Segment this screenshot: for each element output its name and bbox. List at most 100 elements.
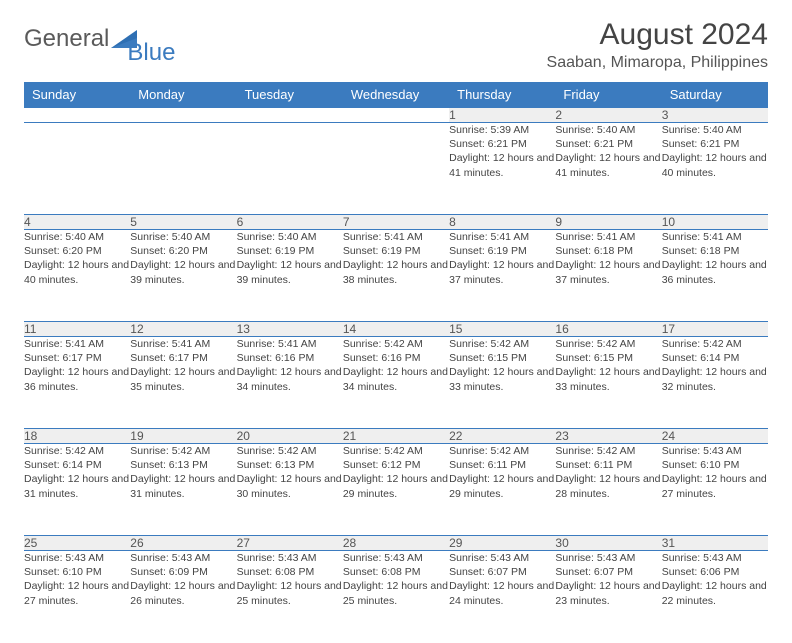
day-detail-cell: Sunrise: 5:40 AMSunset: 6:19 PMDaylight:… xyxy=(237,230,343,322)
daylight-text: Daylight: 12 hours and 32 minutes. xyxy=(662,365,768,393)
daylight-text: Daylight: 12 hours and 34 minutes. xyxy=(237,365,343,393)
sunset-text: Sunset: 6:13 PM xyxy=(237,458,343,472)
sunset-text: Sunset: 6:18 PM xyxy=(662,244,768,258)
daylight-text: Daylight: 12 hours and 24 minutes. xyxy=(449,579,555,607)
daylight-text: Daylight: 12 hours and 25 minutes. xyxy=(343,579,449,607)
sunset-text: Sunset: 6:19 PM xyxy=(343,244,449,258)
day-detail-cell: Sunrise: 5:42 AMSunset: 6:11 PMDaylight:… xyxy=(449,444,555,536)
daylight-text: Daylight: 12 hours and 35 minutes. xyxy=(130,365,236,393)
daylight-text: Daylight: 12 hours and 27 minutes. xyxy=(24,579,130,607)
sunrise-text: Sunrise: 5:42 AM xyxy=(449,444,555,458)
day-detail-cell: Sunrise: 5:42 AMSunset: 6:15 PMDaylight:… xyxy=(555,337,661,429)
sunrise-text: Sunrise: 5:39 AM xyxy=(449,123,555,137)
day-number-cell: 8 xyxy=(449,215,555,230)
sunrise-text: Sunrise: 5:43 AM xyxy=(449,551,555,565)
day-number-row: 45678910 xyxy=(24,215,768,230)
daylight-text: Daylight: 12 hours and 37 minutes. xyxy=(555,258,661,286)
daylight-text: Daylight: 12 hours and 38 minutes. xyxy=(343,258,449,286)
day-number-cell: 26 xyxy=(130,536,236,551)
sunset-text: Sunset: 6:14 PM xyxy=(662,351,768,365)
daylight-text: Daylight: 12 hours and 25 minutes. xyxy=(237,579,343,607)
sunrise-text: Sunrise: 5:40 AM xyxy=(237,230,343,244)
day-detail-cell: Sunrise: 5:43 AMSunset: 6:07 PMDaylight:… xyxy=(555,551,661,643)
sunrise-text: Sunrise: 5:42 AM xyxy=(449,337,555,351)
sunrise-text: Sunrise: 5:43 AM xyxy=(662,444,768,458)
calendar-table: SundayMondayTuesdayWednesdayThursdayFrid… xyxy=(24,82,768,643)
weekday-header: Thursday xyxy=(449,82,555,108)
sunset-text: Sunset: 6:21 PM xyxy=(662,137,768,151)
sunrise-text: Sunrise: 5:42 AM xyxy=(343,444,449,458)
day-detail-cell: Sunrise: 5:43 AMSunset: 6:10 PMDaylight:… xyxy=(24,551,130,643)
weekday-header: Sunday xyxy=(24,82,130,108)
sunrise-text: Sunrise: 5:42 AM xyxy=(24,444,130,458)
day-detail-cell: Sunrise: 5:42 AMSunset: 6:13 PMDaylight:… xyxy=(237,444,343,536)
day-detail-cell: Sunrise: 5:40 AMSunset: 6:20 PMDaylight:… xyxy=(24,230,130,322)
day-number-cell: 23 xyxy=(555,429,661,444)
day-detail-cell: Sunrise: 5:42 AMSunset: 6:16 PMDaylight:… xyxy=(343,337,449,429)
sunset-text: Sunset: 6:10 PM xyxy=(24,565,130,579)
title-block: August 2024 Saaban, Mimaropa, Philippine… xyxy=(547,18,768,72)
day-detail-cell xyxy=(24,123,130,215)
daylight-text: Daylight: 12 hours and 37 minutes. xyxy=(449,258,555,286)
day-number-cell: 22 xyxy=(449,429,555,444)
day-detail-cell: Sunrise: 5:43 AMSunset: 6:06 PMDaylight:… xyxy=(662,551,768,643)
day-number-cell xyxy=(237,108,343,123)
day-number-cell: 12 xyxy=(130,322,236,337)
day-detail-cell: Sunrise: 5:41 AMSunset: 6:19 PMDaylight:… xyxy=(449,230,555,322)
sunset-text: Sunset: 6:07 PM xyxy=(449,565,555,579)
day-number-cell: 2 xyxy=(555,108,661,123)
day-number-cell: 29 xyxy=(449,536,555,551)
day-number-row: 11121314151617 xyxy=(24,322,768,337)
day-detail-cell: Sunrise: 5:43 AMSunset: 6:08 PMDaylight:… xyxy=(237,551,343,643)
daylight-text: Daylight: 12 hours and 33 minutes. xyxy=(555,365,661,393)
sunset-text: Sunset: 6:06 PM xyxy=(662,565,768,579)
sunrise-text: Sunrise: 5:43 AM xyxy=(237,551,343,565)
day-detail-cell: Sunrise: 5:43 AMSunset: 6:07 PMDaylight:… xyxy=(449,551,555,643)
sunset-text: Sunset: 6:21 PM xyxy=(555,137,661,151)
day-detail-cell: Sunrise: 5:42 AMSunset: 6:13 PMDaylight:… xyxy=(130,444,236,536)
day-number-row: 18192021222324 xyxy=(24,429,768,444)
day-number-cell: 4 xyxy=(24,215,130,230)
day-number-cell: 9 xyxy=(555,215,661,230)
day-detail-cell: Sunrise: 5:43 AMSunset: 6:08 PMDaylight:… xyxy=(343,551,449,643)
sunrise-text: Sunrise: 5:43 AM xyxy=(555,551,661,565)
sunset-text: Sunset: 6:10 PM xyxy=(662,458,768,472)
day-detail-cell: Sunrise: 5:40 AMSunset: 6:21 PMDaylight:… xyxy=(662,123,768,215)
day-number-cell: 27 xyxy=(237,536,343,551)
sunset-text: Sunset: 6:17 PM xyxy=(24,351,130,365)
daylight-text: Daylight: 12 hours and 39 minutes. xyxy=(237,258,343,286)
day-detail-cell: Sunrise: 5:41 AMSunset: 6:16 PMDaylight:… xyxy=(237,337,343,429)
sunset-text: Sunset: 6:09 PM xyxy=(130,565,236,579)
sunset-text: Sunset: 6:08 PM xyxy=(237,565,343,579)
sunset-text: Sunset: 6:11 PM xyxy=(449,458,555,472)
day-number-cell: 18 xyxy=(24,429,130,444)
daylight-text: Daylight: 12 hours and 40 minutes. xyxy=(24,258,130,286)
sunrise-text: Sunrise: 5:43 AM xyxy=(24,551,130,565)
sunset-text: Sunset: 6:20 PM xyxy=(130,244,236,258)
day-detail-row: Sunrise: 5:40 AMSunset: 6:20 PMDaylight:… xyxy=(24,230,768,322)
day-number-cell xyxy=(343,108,449,123)
day-detail-cell: Sunrise: 5:42 AMSunset: 6:14 PMDaylight:… xyxy=(24,444,130,536)
sunrise-text: Sunrise: 5:42 AM xyxy=(130,444,236,458)
day-detail-cell: Sunrise: 5:40 AMSunset: 6:20 PMDaylight:… xyxy=(130,230,236,322)
sunset-text: Sunset: 6:18 PM xyxy=(555,244,661,258)
day-detail-cell: Sunrise: 5:42 AMSunset: 6:12 PMDaylight:… xyxy=(343,444,449,536)
daylight-text: Daylight: 12 hours and 40 minutes. xyxy=(662,151,768,179)
sunrise-text: Sunrise: 5:40 AM xyxy=(24,230,130,244)
sunrise-text: Sunrise: 5:41 AM xyxy=(662,230,768,244)
sunset-text: Sunset: 6:15 PM xyxy=(449,351,555,365)
day-number-cell: 30 xyxy=(555,536,661,551)
day-number-cell: 21 xyxy=(343,429,449,444)
sunrise-text: Sunrise: 5:40 AM xyxy=(130,230,236,244)
day-detail-row: Sunrise: 5:43 AMSunset: 6:10 PMDaylight:… xyxy=(24,551,768,643)
day-number-cell xyxy=(24,108,130,123)
brand-text-2: Blue xyxy=(127,39,175,67)
sunrise-text: Sunrise: 5:43 AM xyxy=(130,551,236,565)
weekday-header: Wednesday xyxy=(343,82,449,108)
page-header: General Blue August 2024 Saaban, Mimarop… xyxy=(24,18,768,72)
daylight-text: Daylight: 12 hours and 31 minutes. xyxy=(24,472,130,500)
daylight-text: Daylight: 12 hours and 28 minutes. xyxy=(555,472,661,500)
sunrise-text: Sunrise: 5:42 AM xyxy=(343,337,449,351)
location-text: Saaban, Mimaropa, Philippines xyxy=(547,54,768,72)
day-number-cell: 19 xyxy=(130,429,236,444)
